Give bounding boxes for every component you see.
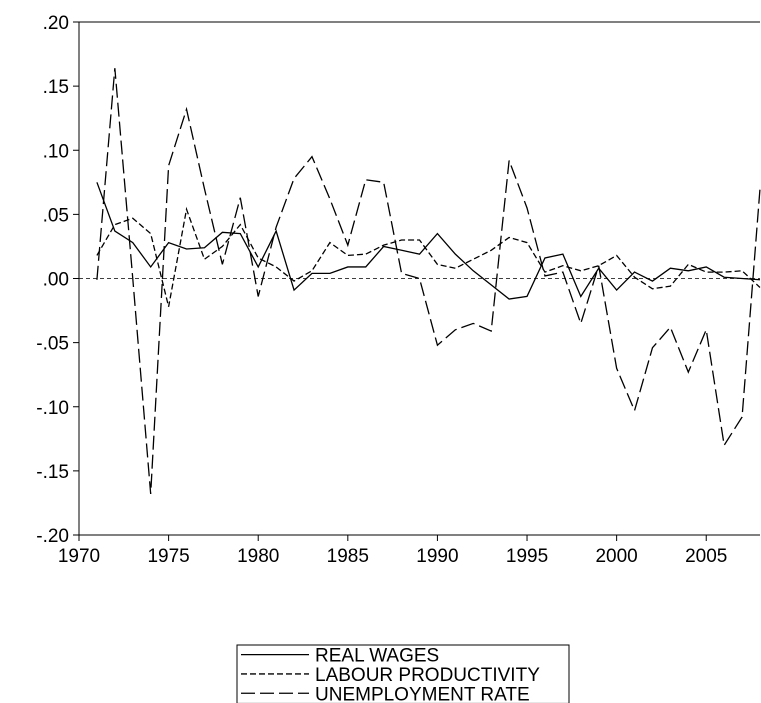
- y-tick-label: .10: [43, 141, 69, 162]
- y-tick-label: -.10: [36, 398, 69, 419]
- x-tick-label: 1975: [147, 546, 189, 567]
- y-tick-label: -.15: [36, 462, 69, 483]
- x-tick-label: 2005: [685, 546, 727, 567]
- y-tick-label: -.05: [36, 334, 69, 355]
- y-tick-label: .05: [43, 205, 69, 226]
- series-line: [96, 182, 761, 300]
- y-tick-label: .15: [43, 77, 69, 98]
- x-tick-label: 1980: [237, 546, 279, 567]
- series-line: [96, 68, 761, 495]
- legend-label: UNEMPLOYMENT RATE: [315, 684, 530, 703]
- y-tick-label: .20: [43, 13, 69, 34]
- x-tick-label: 2000: [595, 546, 637, 567]
- plot-frame: [78, 21, 760, 536]
- x-tick-label: 1995: [506, 546, 548, 567]
- series-line: [96, 206, 761, 307]
- x-tick-label: 1985: [327, 546, 369, 567]
- x-tick-label: 1970: [58, 546, 100, 567]
- y-tick-label: .00: [43, 270, 69, 291]
- legend-label: REAL WAGES: [315, 646, 439, 667]
- x-tick-label: 1990: [416, 546, 458, 567]
- legend-label: LABOUR PRODUCTIVITY: [315, 665, 540, 686]
- y-tick-label: -.20: [36, 526, 69, 547]
